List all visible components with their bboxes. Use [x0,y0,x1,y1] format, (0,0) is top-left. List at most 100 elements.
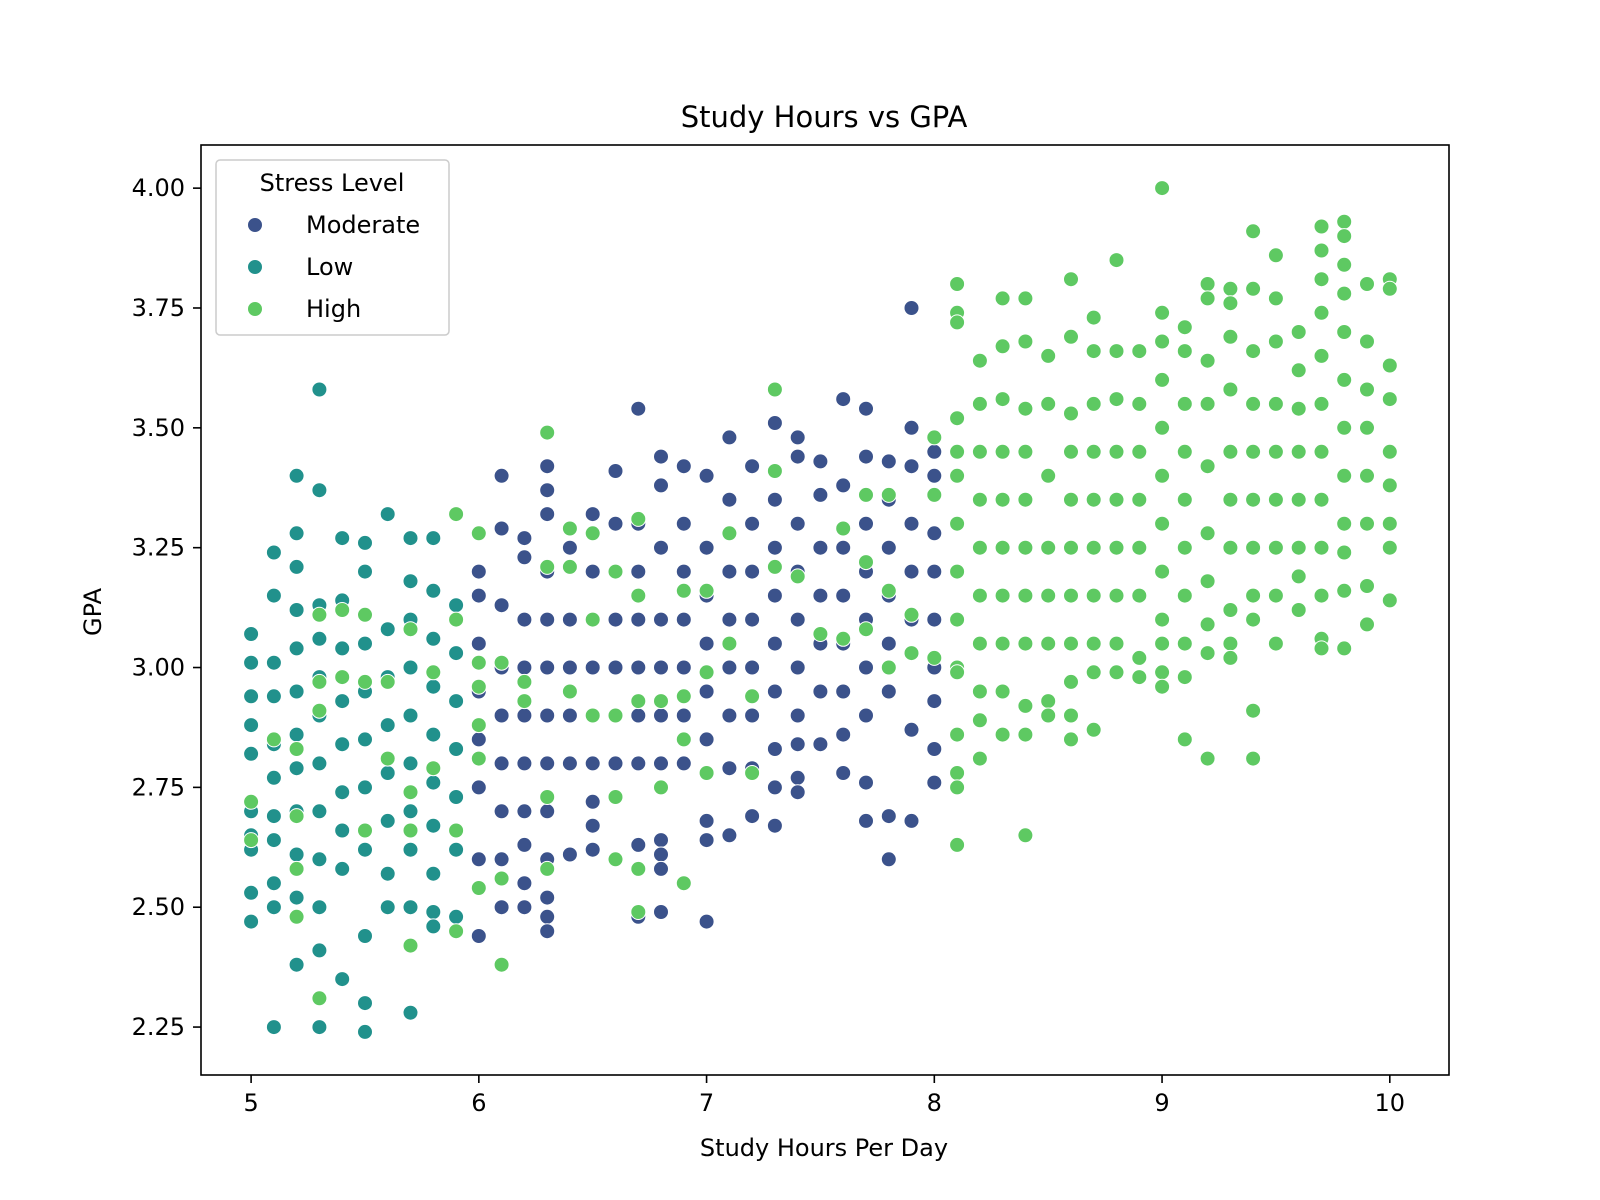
point-high-279 [1359,467,1375,484]
point-high-218 [1222,491,1239,508]
point-moderate-17 [516,530,533,547]
point-high-167 [1108,443,1125,460]
point-high-158 [1085,491,1102,508]
point-high-199 [1176,587,1193,604]
point-low-61 [357,928,373,944]
point-high-276 [1359,333,1375,350]
point-high-128 [1017,491,1034,508]
point-low-63 [357,1023,373,1040]
point-high-160 [1085,587,1102,604]
point-moderate-8 [493,467,510,484]
point-high-169 [1108,539,1125,556]
point-high-94 [949,467,966,484]
x-tick-label-3: 8 [927,1089,942,1117]
point-moderate-155 [858,774,874,791]
point-high-41 [539,789,556,805]
point-high-113 [971,750,988,767]
point-high-72 [766,463,783,479]
point-moderate-33 [539,707,556,724]
point-moderate-59 [607,659,624,676]
point-high-127 [1017,443,1034,460]
point-moderate-150 [858,515,874,532]
point-low-19 [265,899,282,916]
point-low-51 [334,822,351,839]
point-low-24 [288,602,305,618]
point-moderate-120 [766,741,783,757]
point-high-280 [1359,515,1375,532]
point-low-41 [311,851,328,868]
point-high-166 [1108,391,1125,408]
point-moderate-111 [744,707,761,724]
point-moderate-100 [721,563,738,580]
point-moderate-153 [858,659,874,676]
point-moderate-20 [516,659,533,676]
point-high-157 [1085,443,1102,460]
point-moderate-45 [561,846,578,863]
point-high-198 [1176,539,1193,556]
point-high-165 [1108,343,1125,360]
point-high-47 [584,611,601,628]
point-high-170 [1108,587,1125,604]
point-high-108 [971,539,988,556]
point-low-78 [402,803,419,820]
point-moderate-23 [516,803,533,820]
point-high-45 [561,683,578,700]
point-moderate-29 [539,506,556,523]
point-low-43 [311,942,328,959]
point-moderate-94 [698,731,715,748]
point-high-15 [357,822,373,839]
point-moderate-82 [675,458,692,475]
point-moderate-6 [470,928,487,944]
point-moderate-75 [653,659,669,676]
point-moderate-113 [744,808,761,825]
point-moderate-121 [766,779,783,796]
point-high-114 [994,290,1011,307]
point-low-88 [425,817,442,834]
point-high-55 [630,693,647,710]
point-high-180 [1131,669,1148,686]
point-high-111 [971,683,988,700]
point-moderate-81 [653,904,669,920]
point-high-231 [1245,611,1262,628]
point-high-60 [675,582,692,599]
point-high-73 [766,558,783,575]
point-high-185 [1154,419,1171,436]
point-moderate-143 [835,587,852,604]
point-low-9 [243,913,260,930]
point-high-240 [1267,539,1284,556]
point-moderate-129 [789,707,806,724]
point-high-168 [1108,491,1125,508]
point-high-151 [1063,673,1079,690]
point-high-147 [1063,491,1079,508]
point-moderate-69 [630,836,647,853]
point-high-125 [1017,333,1034,350]
point-low-11 [265,587,282,604]
point-moderate-43 [561,707,578,724]
point-high-5 [288,860,305,877]
point-moderate-37 [539,889,556,906]
point-moderate-87 [675,707,692,724]
point-high-6 [288,908,305,925]
point-moderate-62 [630,400,647,417]
point-high-249 [1290,568,1307,585]
point-high-221 [1222,635,1239,652]
point-moderate-26 [516,899,533,916]
point-high-139 [1040,587,1057,604]
point-moderate-123 [789,429,806,446]
point-low-31 [288,889,305,906]
point-high-212 [1199,750,1216,767]
point-high-9 [311,702,328,719]
point-high-251 [1313,218,1330,235]
point-high-225 [1245,343,1262,360]
point-high-265 [1336,256,1353,273]
point-high-22 [425,664,442,681]
point-moderate-159 [880,539,897,556]
point-moderate-97 [698,913,715,930]
point-high-18 [402,621,419,638]
legend-marker-moderate [247,217,263,233]
point-moderate-47 [584,563,601,580]
point-moderate-85 [675,611,692,628]
point-moderate-131 [789,769,806,786]
point-high-149 [1063,587,1079,604]
point-low-91 [425,918,442,935]
